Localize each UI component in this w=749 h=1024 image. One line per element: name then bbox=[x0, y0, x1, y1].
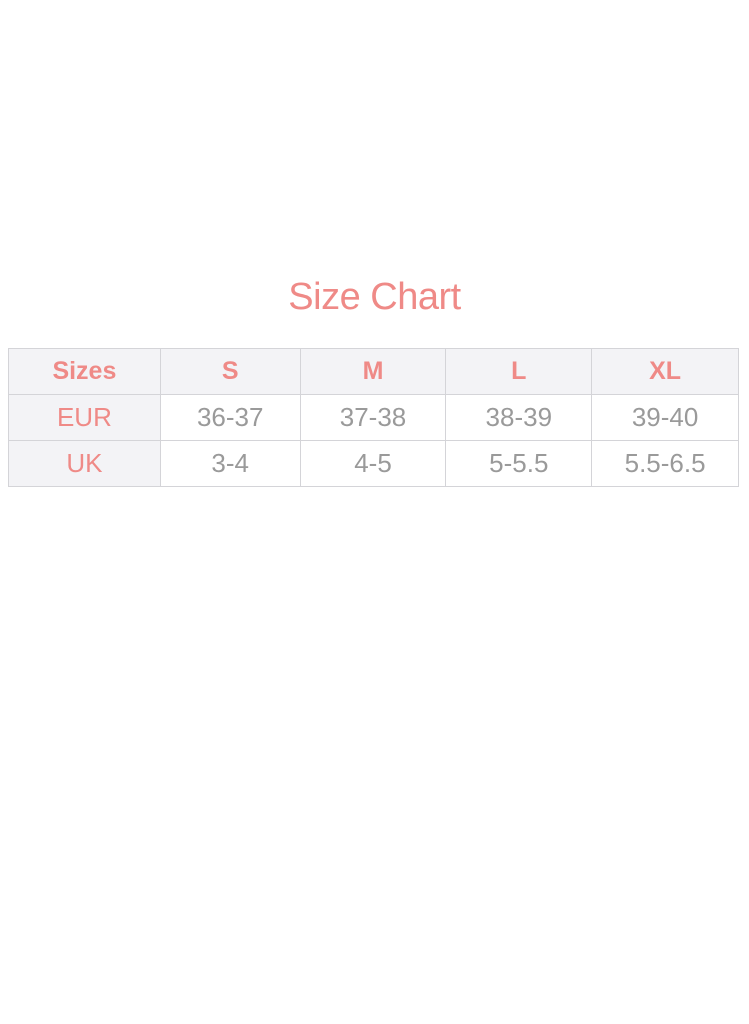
table-cell: 39-40 bbox=[591, 394, 739, 441]
table-cell: 4-5 bbox=[299, 440, 447, 487]
table-cell: 38-39 bbox=[445, 394, 593, 441]
header-cell: S bbox=[159, 348, 301, 395]
header-cell: M bbox=[299, 348, 447, 395]
table-header-row: Sizes S M L XL bbox=[8, 348, 739, 395]
table-row: EUR 36-37 37-38 38-39 39-40 bbox=[8, 394, 739, 441]
table-row: UK 3-4 4-5 5-5.5 5.5-6.5 bbox=[8, 440, 739, 487]
table-cell: 5-5.5 bbox=[445, 440, 593, 487]
table-cell: 5.5-6.5 bbox=[591, 440, 739, 487]
header-cell: L bbox=[445, 348, 593, 395]
row-label: EUR bbox=[8, 394, 161, 441]
header-cell: XL bbox=[591, 348, 739, 395]
row-label: UK bbox=[8, 440, 161, 487]
size-chart-table: Sizes S M L XL EUR 36-37 37-38 38-39 39-… bbox=[8, 348, 739, 487]
table-cell: 3-4 bbox=[159, 440, 301, 487]
table-cell: 37-38 bbox=[299, 394, 447, 441]
table-cell: 36-37 bbox=[159, 394, 301, 441]
page-title: Size Chart bbox=[288, 276, 461, 318]
header-cell: Sizes bbox=[8, 348, 161, 395]
